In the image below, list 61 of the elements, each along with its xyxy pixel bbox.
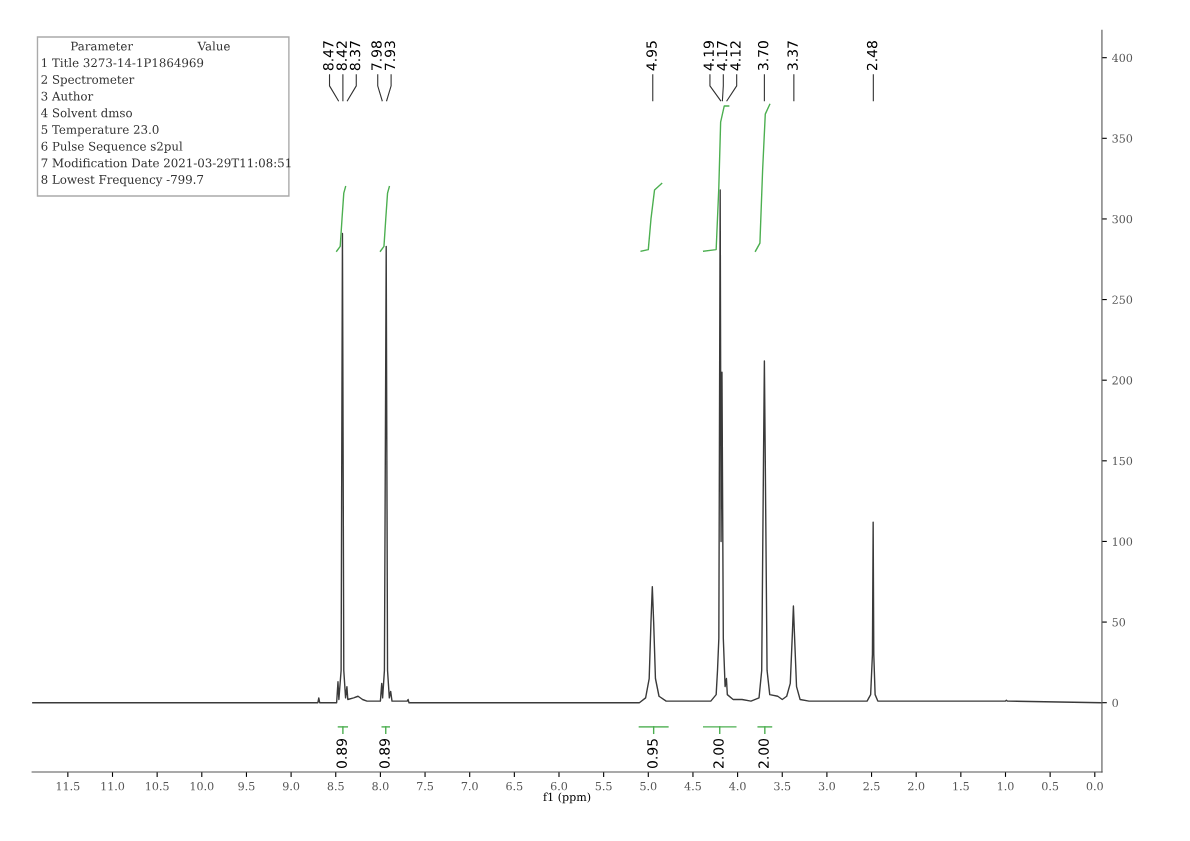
annotation: 7.98 [371,41,382,70]
x-tick-label: 4.0 [729,781,746,791]
x-tick-label: 11.5 [56,781,80,791]
x-tick-label: 8.5 [327,781,344,791]
annotation: 3.37 [787,41,798,71]
x-tick-label: 6.5 [506,781,523,791]
annotation: 2.00 [713,738,724,768]
x-axis-title: f1 (ppm) [543,792,591,804]
x-tick-label: 11.0 [101,781,125,791]
x-tick-label: 9.0 [282,781,300,791]
annotation: 8 Lowest Frequency -799.7 [41,174,204,187]
y-tick-label: 350 [1112,134,1133,143]
x-tick-label: 2.5 [863,781,880,791]
x-tick-label: 3.0 [818,781,835,791]
annotation: 4.17 [717,41,728,71]
annotation: 8.42 [336,41,347,71]
x-tick-label: 3.5 [774,781,791,791]
annotation: 8.47 [323,41,334,71]
annotation: 4.12 [730,41,741,71]
y-tick-label: 150 [1113,456,1133,466]
annotation: 2.48 [866,41,878,71]
x-tick-label: 5.0 [640,781,657,791]
annotation: 4.19 [703,41,714,71]
x-tick-label: 0.5 [1042,781,1059,791]
annotation: 1 Title 3273-14-1P1864969 [42,58,204,68]
annotation: 0.89 [379,738,390,769]
x-tick-label: 5.5 [595,782,612,791]
y-tick-label: 0 [1112,698,1118,708]
x-tick-label: 9.5 [238,781,255,791]
y-tick-label: 250 [1112,295,1133,304]
x-tick-label: 1.5 [953,781,969,791]
y-tick-label: 300 [1112,214,1133,224]
x-tick-label: 8.0 [372,781,389,791]
x-tick-label: 4.5 [684,781,701,791]
x-tick-label: 0.0 [1086,781,1103,791]
x-tick-label: 7.5 [417,782,434,791]
x-tick-label: 2.0 [908,781,925,791]
annotation: Parameter [70,41,134,51]
annotation: 5 Temperature 23.0 [41,125,159,137]
x-tick-label: 10.0 [190,781,214,791]
annotation: 3 Author [41,91,94,101]
y-tick-label: 50 [1112,618,1126,627]
x-tick-label: 6.0 [550,781,568,791]
annotation: 2 Spectrometer [41,74,135,87]
annotation: 6 Pulse Sequence s2pul [41,141,183,153]
annotation: 8.37 [349,41,361,71]
annotation: 4.95 [646,41,657,71]
annotation: 2.00 [758,738,769,768]
x-tick-label: 7.0 [461,781,478,791]
y-tick-label: 200 [1112,376,1133,385]
x-tick-label: 1.0 [998,781,1014,791]
annotation: 7.93 [384,41,396,70]
x-tick-label: 10.5 [146,781,169,791]
annotation: 0.95 [647,739,658,769]
annotation: 3.70 [757,41,769,71]
annotation: 4 Solvent dmso [41,108,132,118]
y-tick-label: 400 [1112,53,1133,63]
y-tick-label: 100 [1113,537,1133,546]
annotation: 7 Modification Date 2021-03-29T11:08:51 [41,158,291,168]
annotation: 0.89 [336,738,347,769]
annotation: Value [197,41,230,51]
